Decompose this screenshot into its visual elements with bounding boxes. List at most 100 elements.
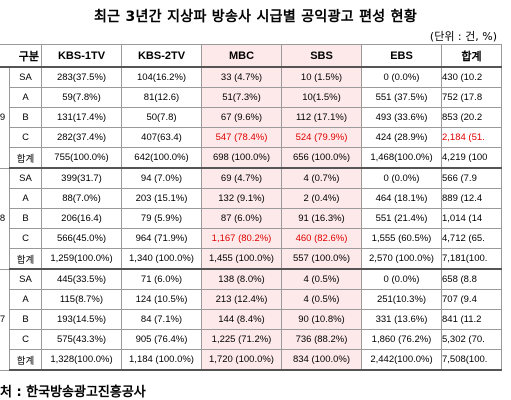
grade-label: SA (9, 167, 42, 189)
table-row: 합계 1,328(100.0%) 1,184 (100.0%) 1,720 (100.… (0, 349, 502, 371)
table-cell: 889 (12.4 (441, 188, 502, 209)
table-cell: 33 (4.7%) (201, 66, 282, 88)
table-cell: 547 (78.4%) (201, 127, 282, 148)
table-cell: 138 (8.0%) (201, 268, 282, 290)
table-cell: 2,570 (100.0%) (361, 248, 442, 270)
table-cell: 131(17.4%) (41, 107, 122, 128)
table-cell: 460 (82.6%) (281, 228, 362, 249)
table-cell: 964 (71.9%) (121, 228, 202, 249)
table-cell: 4 (0.5%) (281, 289, 362, 310)
table-cell: 282(37.4%) (41, 127, 122, 148)
header-category: 구분 (0, 44, 42, 68)
table-cell: 1,167 (80.2%) (201, 228, 282, 249)
table-row: B 131(17.4%) 50(7.8) 67 (9.6%) 112 (17.1%) 49… (0, 107, 502, 128)
table-cell: 0 (0.0%) (361, 268, 442, 290)
table-cell: 1,225 (71.2%) (201, 329, 282, 350)
header-kbs1: KBS-1TV (41, 44, 122, 68)
table-cell: 658 (8.8 (441, 268, 502, 290)
table-cell: 7,508(100. (441, 349, 502, 371)
table-cell: 1,860 (76.2%) (361, 329, 442, 350)
table-cell: 698 (100.0%) (201, 147, 282, 169)
ad-schedule-table: 구분 KBS-1TV KBS-2TV MBC SBS EBS 합계 9 SA 283… (0, 44, 502, 371)
unit-note: (단위 : 건, %) (429, 30, 497, 43)
table-cell: 752 (17.8 (441, 87, 502, 108)
table-cell: 566(45.0%) (41, 228, 122, 249)
table-cell: 206(16.4) (41, 208, 122, 229)
table-cell: 736 (88.2%) (281, 329, 362, 350)
table-cell: 905 (76.4%) (121, 329, 202, 350)
year-label: 8 (0, 167, 10, 270)
table-row: A 88(7.0%) 203 (15.1%) 132 (9.1%) 2 (0.4%) 46… (0, 188, 502, 209)
table-cell: 4,712 (65. (441, 228, 502, 249)
grade-label: SA (9, 268, 42, 290)
table-cell: 551 (21.4%) (361, 208, 442, 229)
table-cell: 841 (11.2 (441, 309, 502, 330)
table-cell: 4 (0.5%) (281, 268, 362, 290)
table-row: 9 SA 283(37.5%) 104(16.2%) 33 (4.7%) 10 (1.5%… (0, 66, 502, 169)
table-cell: 104(16.2%) (121, 66, 202, 88)
table-row: A 59(7.8%) 81(12.6) 51(7.3%) 10(1.5%) 551 (37… (0, 87, 502, 108)
table-cell: 853 (20.2 (441, 107, 502, 128)
table-row: 7 SA 445(33.5%) 71 (6.0%) 138 (8.0%) 4 (0.5%)… (0, 268, 502, 371)
table-cell: 115(8.7%) (41, 289, 122, 310)
header-ebs: EBS (361, 44, 442, 68)
table-cell: 464 (18.1%) (361, 188, 442, 209)
grade-label: C (9, 329, 42, 350)
table-cell: 10 (1.5%) (281, 66, 362, 88)
table-cell: 91 (16.3%) (281, 208, 362, 229)
table-cell: 1,468(100.0%) (361, 147, 442, 169)
table-cell: 69 (4.7%) (201, 167, 282, 189)
table-row: 합계 1,259(100.0%) 1,340 (100.0%) 1,455 (100.… (0, 248, 502, 270)
table-cell: 88(7.0%) (41, 188, 122, 209)
table-cell: 399(31.7) (41, 167, 122, 189)
source-note: 출처 : 한국방송광고진흥공사 (0, 385, 146, 400)
table-row: 8 SA 399(31.7) 94 (7.0%) 69 (4.7%) 4 (0.7%) 0 … (0, 167, 502, 270)
table-row: B 193(14.5%) 84 (7.1%) 144 (8.4%) 90 (10.8%)… (0, 309, 502, 330)
header-mbc: MBC (201, 44, 282, 68)
table-row: 합계 755(100.0%) 642(100.0%) 698 (100.0%) 656 … (0, 147, 502, 169)
table-cell: 551 (37.5%) (361, 87, 442, 108)
table-cell: 50(7.8) (121, 107, 202, 128)
table-cell: 4 (0.7%) (281, 167, 362, 189)
header-total: 합계 (441, 44, 502, 68)
grade-label: 합계 (9, 147, 42, 169)
table-cell: 656 (100.0%) (281, 147, 362, 169)
table-cell: 251(10.3%) (361, 289, 442, 310)
grade-label: 합계 (9, 248, 42, 270)
table-cell: 407(63.4) (121, 127, 202, 148)
grade-label: A (9, 188, 42, 209)
table-body: 9 SA 283(37.5%) 104(16.2%) 33 (4.7%) 10 (1.5%… (0, 66, 502, 371)
table-cell: 642(100.0%) (121, 147, 202, 169)
table-cell: 1,455 (100.0%) (201, 248, 282, 270)
table-cell: 5,302 (70. (441, 329, 502, 350)
table-cell: 445(33.5%) (41, 268, 122, 290)
grade-label: A (9, 87, 42, 108)
table-cell: 566 (7.9 (441, 167, 502, 189)
table-cell: 424 (28.9%) (361, 127, 442, 148)
grade-label: A (9, 289, 42, 310)
table-cell: 834 (100.0%) (281, 349, 362, 371)
table-cell: 1,014 (14 (441, 208, 502, 229)
table-cell: 59(7.8%) (41, 87, 122, 108)
table-cell: 2 (0.4%) (281, 188, 362, 209)
table-cell: 124 (10.5%) (121, 289, 202, 310)
table-row: A 115(8.7%) 124 (10.5%) 213 (12.4%) 4 (0.5%)… (0, 289, 502, 310)
table-cell: 707 (9.4 (441, 289, 502, 310)
grade-label: 합계 (9, 349, 42, 371)
table-cell: 1,340 (100.0%) (121, 248, 202, 270)
table-cell: 1,720 (100.0%) (201, 349, 282, 371)
table-row: C 566(45.0%) 964 (71.9%) 1,167 (80.2%) 460 (… (0, 228, 502, 249)
table-cell: 90 (10.8%) (281, 309, 362, 330)
table-cell: 84 (7.1%) (121, 309, 202, 330)
table-cell: 1,259(100.0%) (41, 248, 122, 270)
table-cell: 2,442(100.0%) (361, 349, 442, 371)
table-row: C 575(43.3%) 905 (76.4%) 1,225 (71.2%) 736 (… (0, 329, 502, 350)
table-cell: 71 (6.0%) (121, 268, 202, 290)
table-cell: 0 (0.0%) (361, 66, 442, 88)
table-cell: 0 (0.0%) (361, 167, 442, 189)
table-cell: 10(1.5%) (281, 87, 362, 108)
table-cell: 193(14.5%) (41, 309, 122, 330)
grade-label: C (9, 228, 42, 249)
table-cell: 493 (33.6%) (361, 107, 442, 128)
table-cell: 7,181(100. (441, 248, 502, 270)
